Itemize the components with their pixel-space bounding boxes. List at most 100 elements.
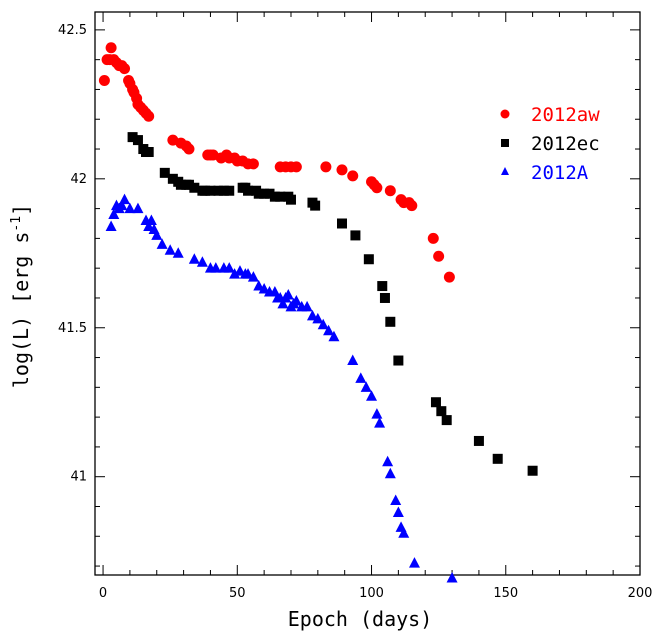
- data-point-2012aw: [336, 164, 348, 176]
- data-point-2012ec: [264, 188, 275, 199]
- data-point-2012ec: [143, 147, 154, 158]
- data-point-2012aw: [433, 250, 445, 262]
- x-tick-label: 50: [229, 586, 246, 601]
- data-point-2012A: [223, 262, 235, 273]
- data-point-2012A: [366, 390, 378, 401]
- y-axis-label: log(L) [erg s-1]: [9, 204, 33, 388]
- data-point-2012A: [360, 381, 372, 392]
- data-point-2012aw: [371, 182, 383, 194]
- x-tick-label: 150: [493, 586, 518, 601]
- data-point-2012ec: [127, 132, 138, 143]
- y-axis-label-end: ]: [9, 204, 33, 216]
- legend-marker-2012ec: [501, 139, 509, 147]
- data-point-2012A: [382, 455, 394, 467]
- data-point-2012ec: [336, 218, 347, 229]
- data-point-2012A: [145, 214, 157, 226]
- data-point-2012ec: [224, 185, 235, 196]
- data-point-2012ec: [379, 292, 390, 303]
- data-point-2012aw: [384, 185, 396, 197]
- data-point-2012ec: [132, 135, 143, 146]
- data-point-2012aw: [119, 63, 131, 75]
- data-point-2012A: [306, 309, 318, 321]
- data-point-2012ec: [492, 453, 503, 464]
- y-axis-label-superscript: -1: [9, 216, 24, 232]
- data-point-2012aw: [443, 271, 455, 283]
- legend-label-2012A: 2012A: [531, 162, 589, 184]
- legend-label-2012aw: 2012aw: [531, 104, 600, 126]
- legend: 2012aw 2012ec 2012A: [500, 104, 600, 184]
- data-point-2012A: [258, 283, 270, 294]
- data-point-2012ec: [385, 316, 396, 327]
- axis-ticks: [95, 12, 641, 575]
- data-point-2012ec: [436, 406, 447, 417]
- data-point-2012A: [328, 330, 340, 342]
- data-point-2012A: [398, 527, 410, 538]
- data-point-2012aw: [347, 170, 359, 182]
- data-point-2012ec: [200, 185, 211, 196]
- series-2012ec: [127, 132, 538, 476]
- data-point-2012A: [105, 220, 117, 231]
- data-point-2012ec: [363, 254, 374, 265]
- series-2012A: [105, 193, 458, 583]
- series-2012aw: [98, 42, 455, 283]
- data-point-2012A: [408, 557, 420, 568]
- data-point-2012ec: [441, 415, 452, 426]
- data-point-2012A: [143, 220, 155, 231]
- data-point-2012A: [282, 288, 294, 300]
- data-point-2012ec: [430, 397, 441, 408]
- data-point-2012A: [151, 229, 163, 240]
- y-tick-label: 41: [70, 470, 87, 485]
- data-point-2012A: [172, 247, 184, 258]
- data-point-2012ec: [377, 281, 388, 292]
- data-point-2012aw: [143, 110, 155, 122]
- data-point-2012A: [242, 268, 254, 279]
- data-point-2012ec: [269, 191, 280, 202]
- data-point-2012ec: [253, 188, 264, 199]
- data-point-2012ec: [167, 173, 178, 184]
- data-point-2012A: [384, 467, 396, 479]
- data-point-2012A: [347, 354, 359, 366]
- data-point-2012ec: [175, 179, 186, 190]
- plot-frame: [94, 11, 641, 576]
- data-point-2012ec: [275, 191, 286, 202]
- data-point-2012ec: [473, 435, 484, 446]
- data-point-2012A: [374, 417, 386, 428]
- data-point-2012A: [355, 372, 367, 383]
- data-point-2012A: [210, 262, 222, 273]
- data-point-2012ec: [159, 167, 170, 178]
- data-point-2012A: [156, 238, 168, 249]
- data-points: [98, 42, 538, 583]
- data-point-2012ec: [189, 182, 200, 193]
- data-point-2012A: [317, 318, 329, 330]
- y-tick-label: 42.5: [58, 23, 87, 38]
- data-point-2012ec: [350, 230, 361, 241]
- data-point-2012A: [323, 324, 335, 336]
- data-point-2012A: [229, 268, 241, 279]
- data-point-2012A: [446, 571, 458, 583]
- data-point-2012ec: [205, 185, 216, 196]
- data-point-2012A: [116, 199, 128, 211]
- data-point-2012ec: [183, 179, 194, 190]
- data-point-2012A: [132, 202, 144, 214]
- y-tick-label: 41.5: [58, 321, 87, 336]
- data-point-2012A: [253, 280, 265, 291]
- data-point-2012A: [390, 494, 402, 506]
- data-point-2012A: [119, 193, 131, 205]
- data-point-2012A: [108, 208, 120, 220]
- axis-tick-labels: 0 50 100 150 200 41 41.5 42 42.5: [58, 23, 652, 601]
- data-point-2012A: [371, 408, 383, 419]
- data-point-2012ec: [213, 185, 224, 196]
- data-point-2012aw: [406, 200, 418, 212]
- data-point-2012A: [124, 202, 136, 214]
- x-tick-label: 0: [99, 586, 107, 601]
- data-point-2012A: [247, 271, 259, 282]
- data-point-2012A: [188, 253, 200, 264]
- data-point-2012A: [290, 294, 302, 306]
- data-point-2012A: [392, 506, 404, 517]
- data-point-2012ec: [285, 194, 296, 205]
- x-tick-label: 100: [359, 586, 384, 601]
- data-point-2012A: [277, 297, 289, 309]
- x-axis-label: Epoch (days): [288, 607, 433, 631]
- data-point-2012aw: [427, 232, 439, 244]
